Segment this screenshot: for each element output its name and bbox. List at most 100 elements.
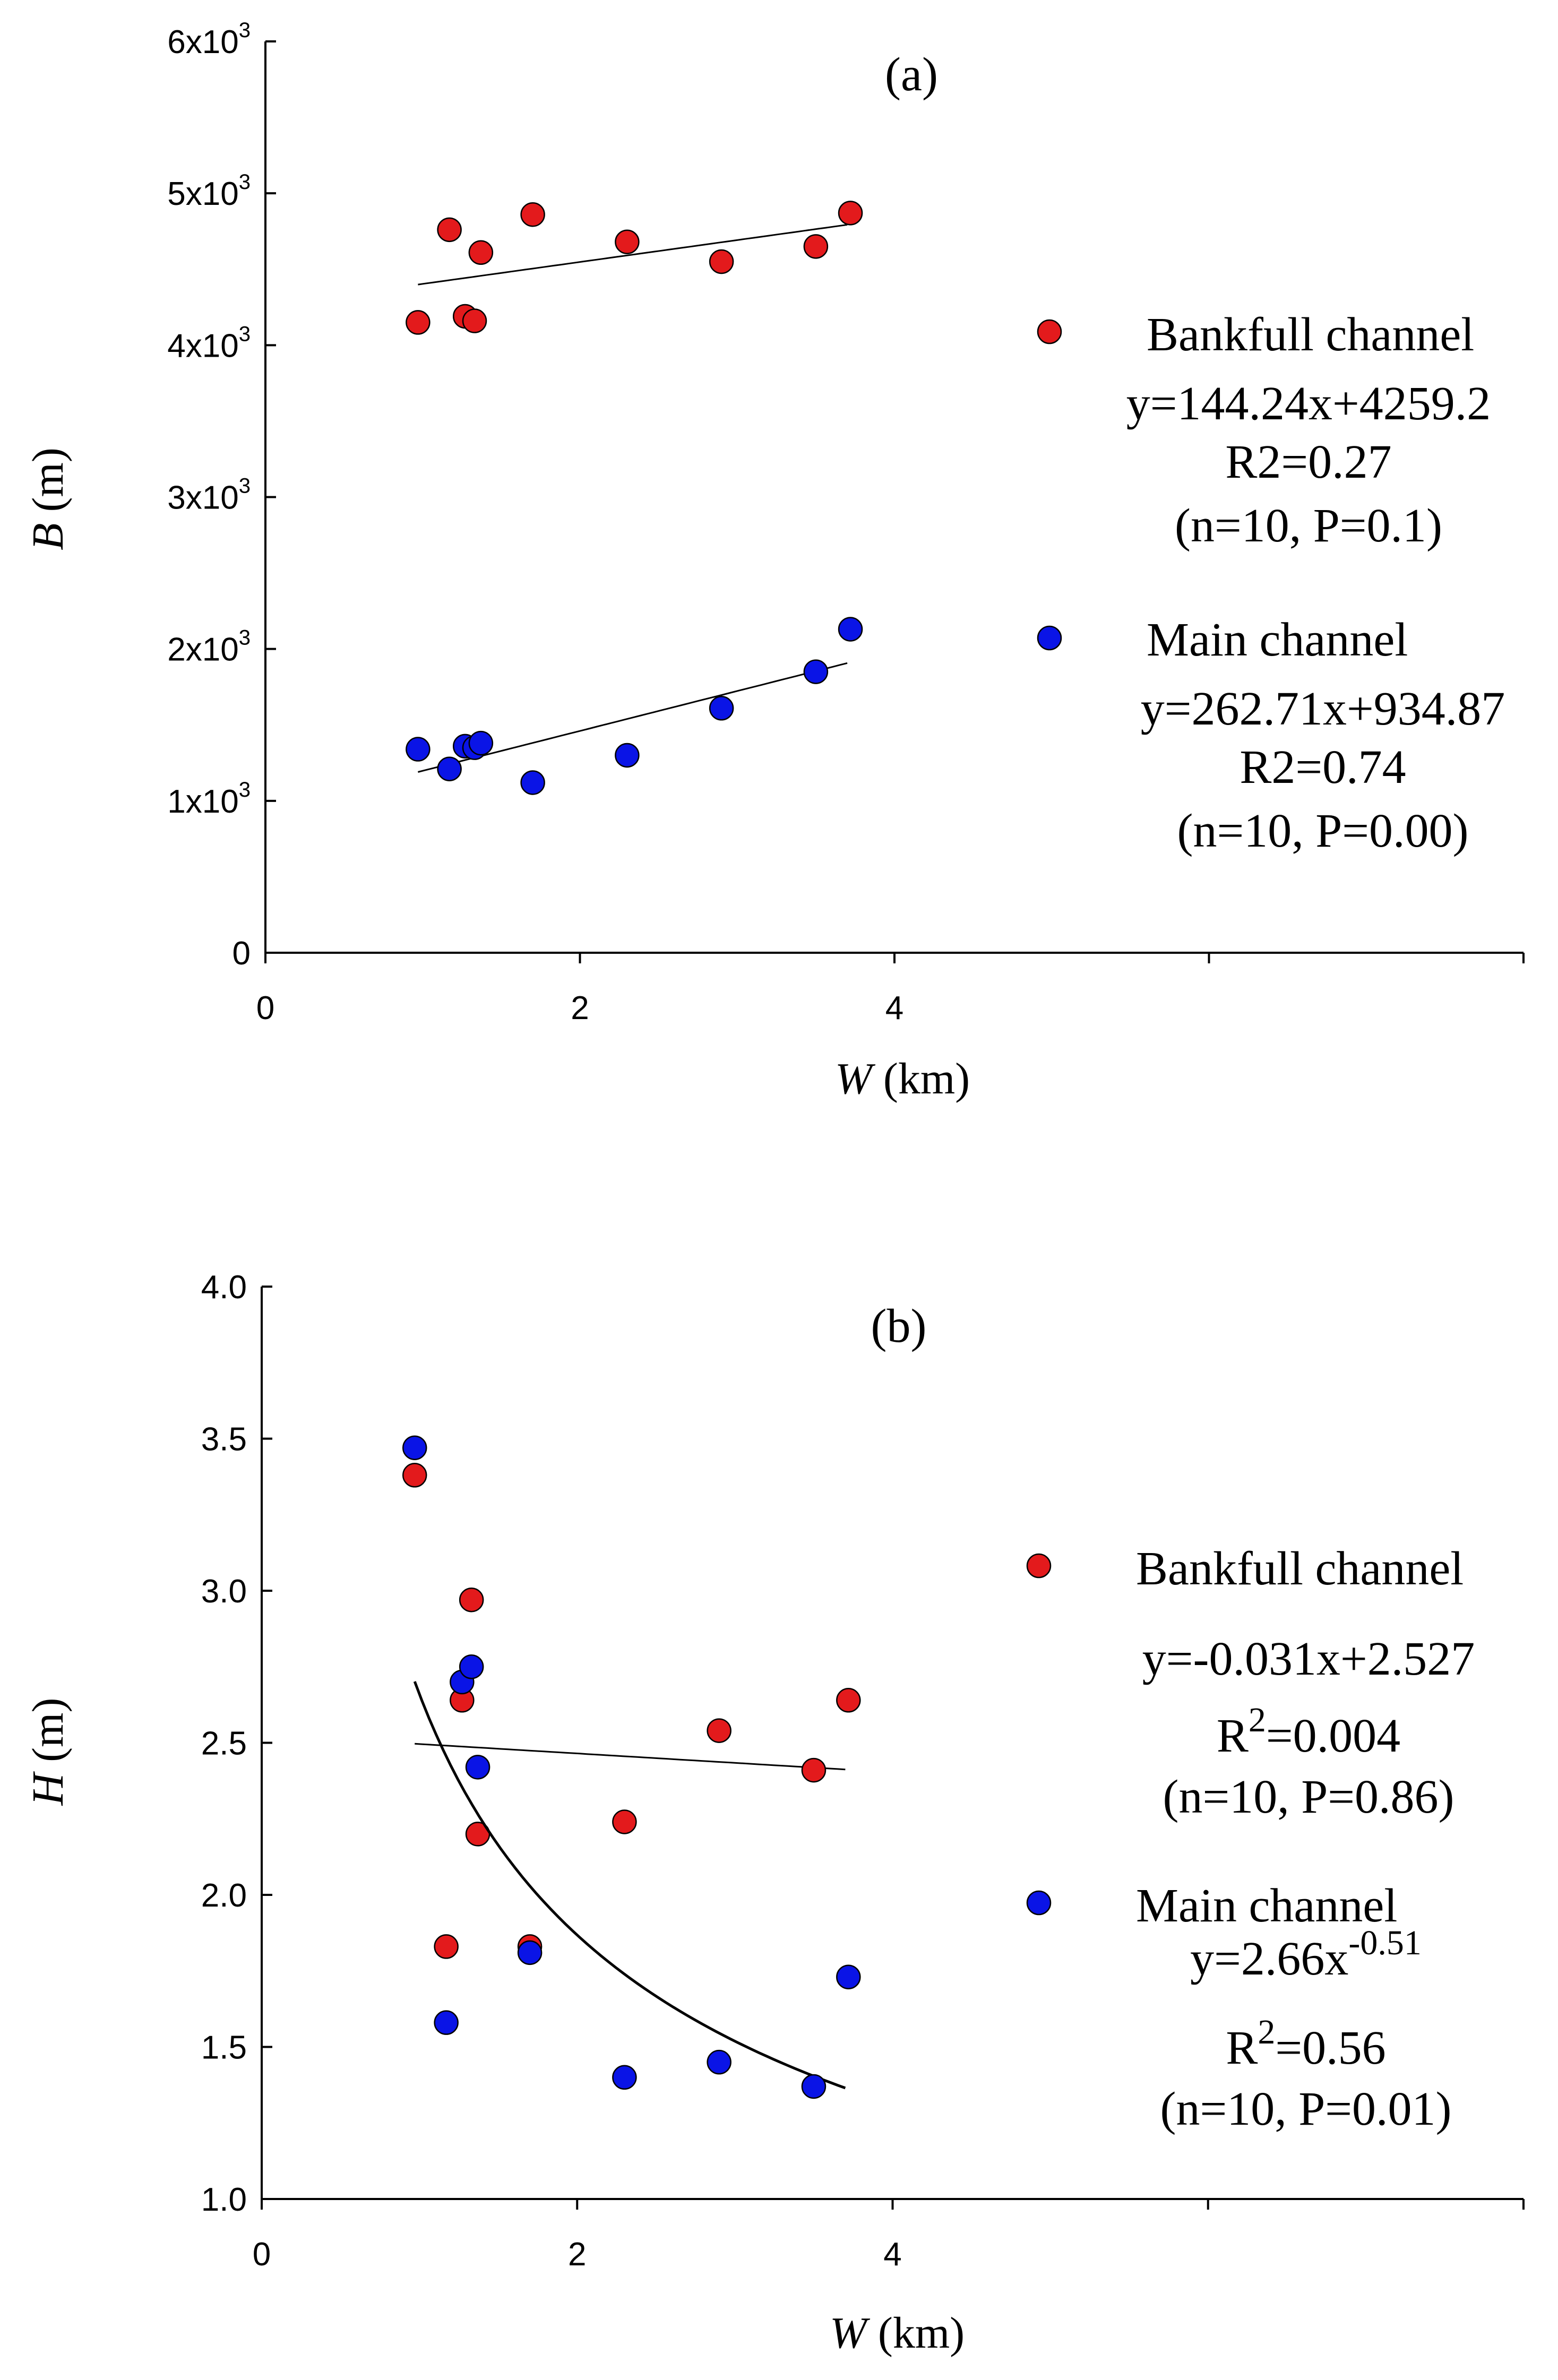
y-tick-label: 3.0 xyxy=(201,1573,247,1610)
x-axis-label-unit: (km) xyxy=(872,1054,970,1103)
y-tick-label: 6x103 xyxy=(167,19,251,61)
main-point xyxy=(517,1940,543,1965)
main-point xyxy=(801,2074,827,2099)
main-r-squared-symbol: R2 xyxy=(1239,741,1295,794)
x-axis-label-variable: W xyxy=(830,2308,871,2358)
y-tick-label: 4.0 xyxy=(201,1269,247,1306)
y-tick-label-base: 1.5 xyxy=(201,2030,247,2066)
bankfull-point xyxy=(437,217,462,243)
main-stats: (n=10, P=0.00) xyxy=(1177,805,1468,857)
bankfull-point xyxy=(406,310,431,335)
bankfull-equation-base: y=144.24x+4259.2 xyxy=(1126,377,1491,430)
bankfull-legend-label: Bankfull channel xyxy=(1147,308,1474,361)
main-legend-marker xyxy=(1026,1890,1052,1916)
y-axis-label: H (m) xyxy=(23,1698,73,1806)
main-point xyxy=(402,1435,427,1460)
main-legend-marker xyxy=(1037,625,1062,651)
main-point xyxy=(612,2065,637,2090)
main-equation: y=262.71x+934.87 xyxy=(1141,683,1505,735)
bankfull-r-squared-symbol: R2 xyxy=(1225,436,1281,488)
panel-label: (a) xyxy=(885,48,938,101)
y-axis-label-unit: (m) xyxy=(23,1698,73,1773)
bankfull-point xyxy=(838,201,863,226)
y-tick-label-exponent: 3 xyxy=(239,475,251,498)
y-axis-label: B (m) xyxy=(23,447,73,550)
y-tick-label-base: 2x10 xyxy=(167,632,238,668)
x-axis-label: W (km) xyxy=(830,2308,965,2358)
main-point xyxy=(707,2049,731,2075)
y-tick-label: 0 xyxy=(233,935,251,972)
y-tick-label-base: 6x10 xyxy=(167,24,238,61)
y-tick-label-base: 1x10 xyxy=(167,783,238,820)
bankfull-point xyxy=(801,1757,827,1783)
main-equation-base: y=2.66x xyxy=(1190,1933,1348,1985)
y-tick-label: 3.5 xyxy=(201,1421,247,1458)
y-tick-label-exponent: 3 xyxy=(239,19,251,42)
main-point xyxy=(803,659,829,684)
main-fit-curve xyxy=(413,1681,846,2090)
main-point xyxy=(709,696,734,721)
bankfull-r-squared: R2=0.27 xyxy=(1225,436,1391,488)
bankfull-stats: (n=10, P=0.86) xyxy=(1163,1771,1454,1823)
main-point xyxy=(836,1964,861,1989)
bankfull-point xyxy=(434,1934,459,1959)
main-equation: y=2.66x-0.51 xyxy=(1190,1924,1422,1985)
x-tick-label: 2 xyxy=(568,2236,586,2273)
y-tick-label-base: 2.0 xyxy=(201,1877,247,1914)
y-tick-label-exponent: 3 xyxy=(239,778,251,801)
main-point xyxy=(465,1755,490,1780)
x-axis-label-unit: (km) xyxy=(867,2308,965,2358)
y-tick-label-base: 5x10 xyxy=(167,176,238,212)
bankfull-point xyxy=(707,1718,731,1743)
y-tick-label-exponent: 3 xyxy=(239,322,251,346)
main-point xyxy=(468,730,494,756)
bankfull-r-squared-exponent: 2 xyxy=(1249,1701,1266,1739)
bankfull-r-squared-symbol: R xyxy=(1217,1710,1249,1762)
y-tick-label-exponent: 3 xyxy=(239,626,251,650)
bankfull-r-squared-value: =0.004 xyxy=(1266,1710,1400,1762)
x-tick-label: 4 xyxy=(883,2236,901,2273)
main-point xyxy=(459,1654,484,1679)
y-tick-label: 4x103 xyxy=(167,322,251,364)
bankfull-equation: y=-0.031x+2.527 xyxy=(1142,1633,1475,1685)
y-tick-label-base: 3.5 xyxy=(201,1421,247,1458)
bankfull-r-squared-value: =0.27 xyxy=(1281,436,1391,488)
bankfull-point xyxy=(462,308,487,333)
y-tick-label-base: 1.0 xyxy=(201,2181,247,2218)
bankfull-equation: y=144.24x+4259.2 xyxy=(1126,377,1491,430)
main-point xyxy=(615,743,640,768)
bankfull-legend-label: Bankfull channel xyxy=(1136,1542,1464,1595)
main-r-squared-symbol: R xyxy=(1226,2022,1258,2074)
bankfull-point xyxy=(836,1688,861,1713)
main-legend-label: Main channel xyxy=(1136,1879,1397,1932)
y-tick-label-base: 3.0 xyxy=(201,1573,247,1610)
main-point xyxy=(520,770,545,795)
x-tick-label: 2 xyxy=(571,990,589,1027)
bankfull-point xyxy=(709,249,734,274)
bankfull-legend-marker xyxy=(1037,319,1062,344)
y-axis-label-variable: B xyxy=(23,523,73,550)
bankfull-point xyxy=(803,234,829,259)
y-tick-label: 1.0 xyxy=(201,2181,247,2218)
main-point xyxy=(434,2010,459,2035)
main-equation-exponent: -0.51 xyxy=(1348,1924,1421,1962)
y-tick-label-base: 4.0 xyxy=(201,1269,247,1306)
bankfull-point xyxy=(612,1809,637,1834)
x-tick-label: 4 xyxy=(885,990,903,1027)
y-tick-label: 5x103 xyxy=(167,170,251,212)
main-point xyxy=(838,617,863,642)
bankfull-point xyxy=(402,1463,427,1488)
main-fit-line xyxy=(418,662,848,773)
panel-label: (b) xyxy=(871,1300,927,1352)
main-equation-base: y=262.71x+934.87 xyxy=(1141,683,1505,735)
main-legend-label: Main channel xyxy=(1147,614,1408,666)
main-stats: (n=10, P=0.01) xyxy=(1160,2083,1451,2135)
y-axis-label-unit: (m) xyxy=(23,447,73,523)
y-tick-label: 1.5 xyxy=(201,2030,247,2066)
x-axis-label: W (km) xyxy=(835,1054,970,1103)
bankfull-fit-line xyxy=(415,1743,846,1771)
main-r-squared-exponent: 2 xyxy=(1258,2013,1275,2051)
bankfull-r-squared: R2=0.004 xyxy=(1217,1701,1400,1762)
